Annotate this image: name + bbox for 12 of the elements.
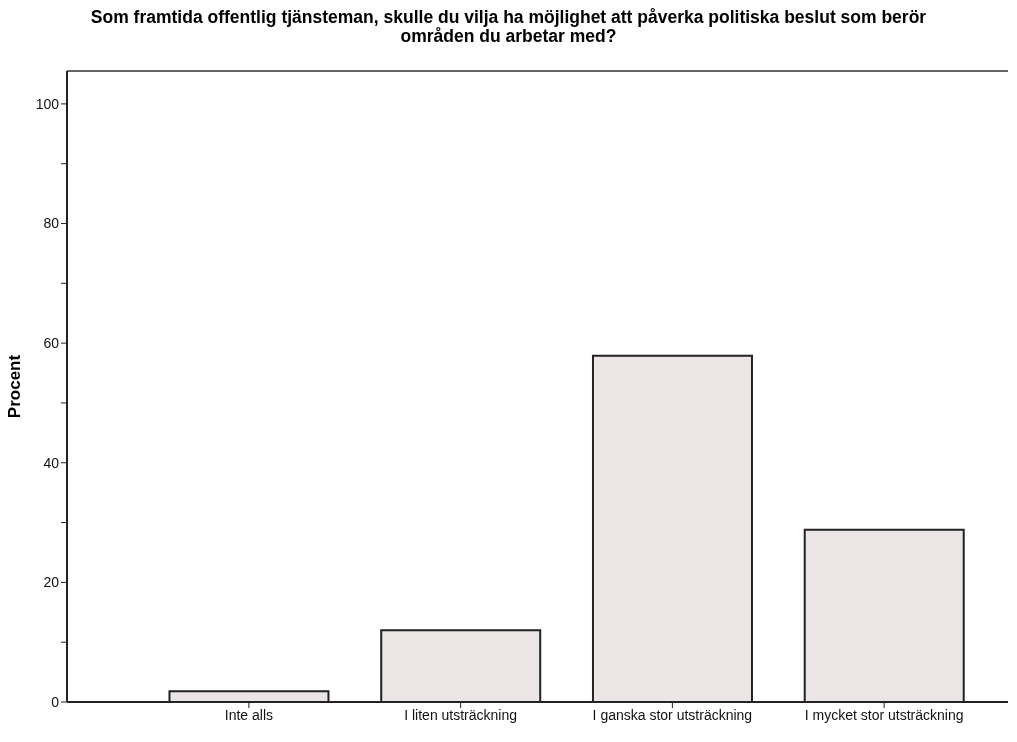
x-tick-label: I mycket stor utsträckning bbox=[804, 706, 964, 723]
y-tick-label: 20 bbox=[43, 574, 60, 591]
y-tick-label: 60 bbox=[43, 335, 60, 352]
x-tick-label: I liten utsträckning bbox=[404, 706, 518, 723]
y-axis-title: Procent bbox=[5, 354, 25, 419]
y-tick-label: 40 bbox=[43, 454, 60, 471]
x-tick-label: Inte alls bbox=[224, 706, 273, 723]
chart-title: Som framtida offentlig tjänsteman, skulle du vilja ha möjlighet att påverka politiska beslut som berör områden du arbetar med? bbox=[89, 7, 928, 48]
y-tick-label: 80 bbox=[43, 215, 60, 232]
x-tick-label: I ganska stor utsträckning bbox=[592, 706, 753, 723]
y-tick-label: 100 bbox=[35, 95, 60, 112]
y-tick-label: 0 bbox=[51, 693, 60, 710]
